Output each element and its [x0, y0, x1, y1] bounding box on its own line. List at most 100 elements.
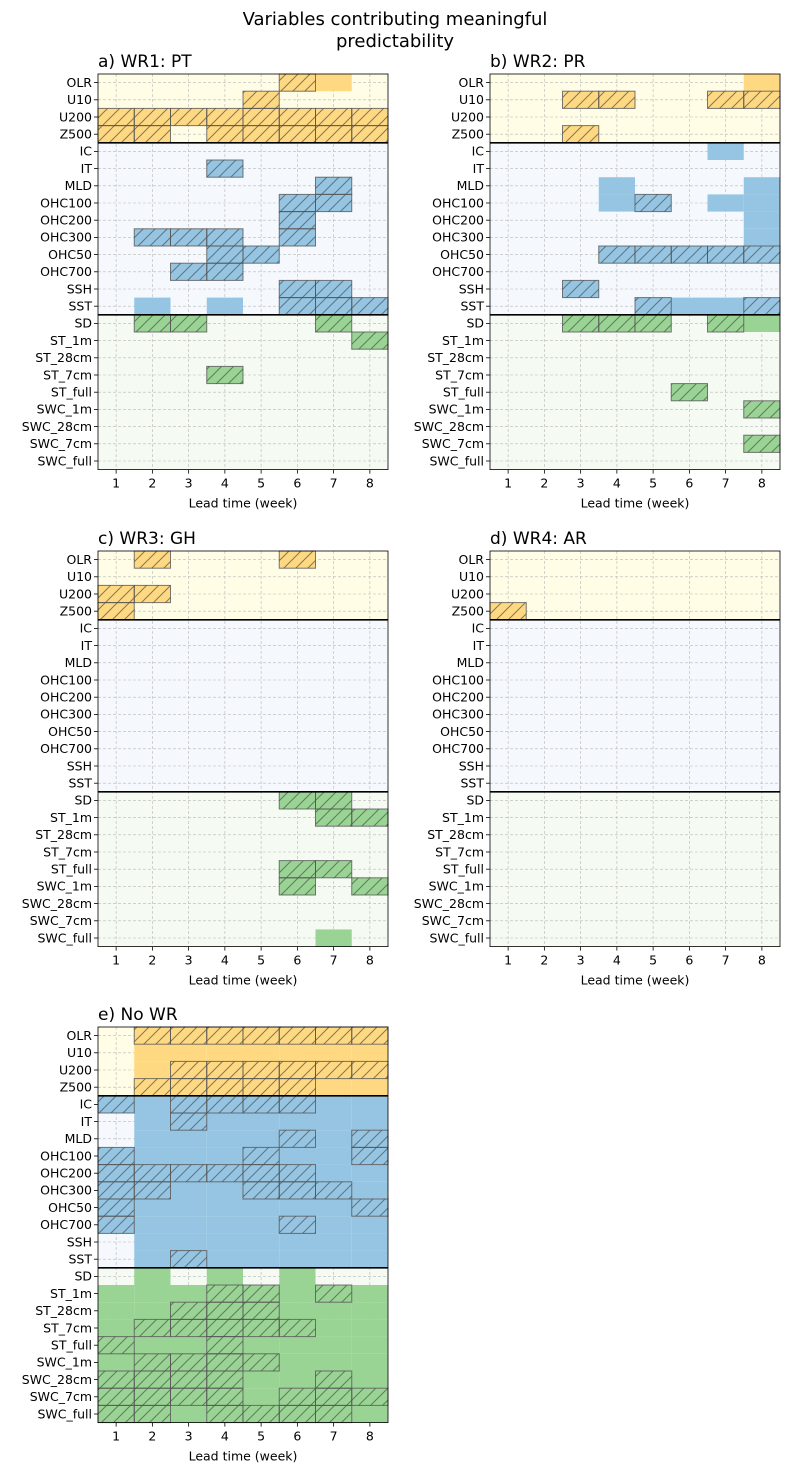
hatch-ST_1m-week-7 — [315, 1284, 353, 1303]
hatch-Z500-week-8 — [351, 125, 389, 144]
hatch-ST_28cm-week-5 — [242, 1301, 280, 1320]
y-tick-label: ST_28cm — [427, 827, 484, 842]
panel-2: b) WR2: PR OLR U10 U200 Z500 IC IT MLD OHC100 OHC… — [414, 52, 781, 511]
y-tick-label: IC — [472, 144, 485, 159]
y-tick-label: OHC700 — [40, 264, 92, 279]
cell-MLD-week-3 — [170, 1130, 207, 1148]
x-axis-label: Lead time (week) — [581, 973, 690, 988]
x-tick-label: 5 — [257, 476, 265, 491]
x-tick-label: 2 — [540, 476, 548, 491]
cell-ST_1m-week-2 — [134, 1285, 171, 1303]
cell-ST_1m-week-8 — [351, 1285, 388, 1303]
y-tick-label: SD — [74, 793, 92, 808]
y-tick-label: SWC_1m — [429, 879, 484, 894]
x-tick-label: 6 — [293, 1429, 301, 1444]
hatch-IC-week-4 — [206, 1095, 244, 1114]
y-tick-label: SST — [68, 776, 92, 791]
hatch-SWC_1m-week-2 — [133, 1353, 171, 1372]
hatch-U200-week-2 — [133, 107, 171, 127]
y-tick-label: OHC200 — [432, 213, 484, 228]
y-tick-label: OHC200 — [40, 1166, 92, 1181]
cell-ST_28cm-week-7 — [315, 1302, 352, 1320]
hatch-SWC_1m-week-4 — [206, 1353, 244, 1372]
y-tick-label: SSH — [67, 281, 92, 296]
hatch-ST_1m-week-7 — [315, 808, 353, 827]
y-tick-label: OLR — [67, 552, 93, 567]
y-tick-label: OHC200 — [432, 690, 484, 705]
y-tick-label: Z500 — [452, 604, 484, 619]
hatch-U10-week-5 — [242, 90, 280, 109]
y-tick-label: OHC50 — [48, 724, 92, 739]
hatch-OLR-week-6 — [278, 1026, 316, 1045]
cell-SSH-week-8 — [351, 1233, 388, 1251]
y-tick-label: ST_7cm — [43, 1320, 92, 1335]
cell-U10-week-3 — [170, 1044, 207, 1062]
hatch-OHC100-week-7 — [315, 193, 353, 213]
y-tick-label: SWC_1m — [37, 1355, 92, 1370]
hatch-OLR-week-6 — [278, 550, 316, 569]
cell-SD-week-8 — [743, 314, 780, 332]
y-tick-label: SSH — [67, 758, 92, 773]
cell-OHC300-week-8 — [351, 1181, 388, 1199]
x-tick-label: 1 — [504, 953, 512, 968]
x-tick-label: 3 — [577, 476, 585, 491]
cell-SSH-week-6 — [279, 1233, 316, 1251]
y-tick-label: ST_full — [51, 385, 92, 400]
hatch-SWC_full-week-7 — [315, 1404, 353, 1424]
hatch-MLD-week-7 — [315, 176, 353, 195]
hatch-OHC300-week-4 — [206, 228, 244, 247]
x-tick-label: 1 — [112, 476, 120, 491]
cell-OLR-week-8 — [743, 74, 780, 92]
cell-OHC100-week-2 — [134, 1147, 171, 1165]
y-tick-label: SWC_28cm — [22, 896, 92, 911]
y-tick-label: OHC100 — [40, 195, 92, 210]
hatch-SWC_7cm-week-8 — [351, 1387, 389, 1406]
y-tick-label: ST_full — [443, 385, 484, 400]
y-tick-label: ST_28cm — [427, 350, 484, 365]
hatch-ST_full-week-6 — [278, 860, 316, 879]
hatch-SD-week-5 — [634, 314, 672, 333]
y-tick-label: SWC_7cm — [30, 436, 92, 451]
hatch-ST_1m-week-5 — [242, 1284, 280, 1303]
cell-SWC_28cm-week-5 — [243, 1371, 280, 1389]
panel-title: b) WR2: PR — [490, 52, 586, 72]
y-tick-label: SWC_full — [37, 930, 92, 945]
hatch-OHC100-week-5 — [634, 193, 672, 213]
hatch-U200-week-2 — [133, 584, 171, 604]
cell-OHC50-week-3 — [170, 1199, 207, 1217]
y-tick-label: IC — [472, 621, 485, 636]
x-tick-label: 2 — [540, 953, 548, 968]
cell-Z500-week-7 — [315, 1078, 352, 1096]
hatch-SSH-week-3 — [562, 279, 600, 299]
x-tick-label: 5 — [257, 953, 265, 968]
y-tick-label: ST_7cm — [435, 844, 484, 859]
cell-SSH-week-4 — [206, 1233, 243, 1251]
hatch-ST_full-week-4 — [206, 1336, 244, 1355]
hatch-SWC_1m-week-3 — [170, 1353, 208, 1372]
cell-SWC_1m-week-6 — [279, 1353, 316, 1371]
hatch-Z500-week-1 — [97, 125, 135, 144]
y-tick-label: ST_1m — [442, 810, 484, 825]
y-tick-label: SST — [68, 299, 92, 314]
x-tick-label: 3 — [577, 953, 585, 968]
hatch-SD-week-7 — [315, 314, 353, 333]
hatch-OHC100-week-1 — [97, 1146, 135, 1166]
ocean-background — [490, 142, 780, 315]
cell-SWC_full-week-8 — [351, 1405, 388, 1423]
x-tick-label: 4 — [221, 953, 229, 968]
y-tick-label: SD — [466, 793, 484, 808]
y-tick-label: SST — [460, 299, 484, 314]
cell-U10-week-7 — [315, 1044, 352, 1062]
hatch-SD-week-3 — [562, 314, 600, 333]
hatch-OHC300-week-6 — [278, 228, 316, 247]
x-axis-label: Lead time (week) — [581, 496, 690, 511]
hatch-SWC_7cm-week-8 — [743, 434, 781, 453]
y-tick-label: SD — [466, 316, 484, 331]
y-tick-label: Z500 — [452, 127, 484, 142]
cell-OHC200-week-7 — [315, 1164, 352, 1182]
cell-OHC700-week-2 — [134, 1216, 171, 1234]
hatch-U10-week-7 — [707, 90, 745, 109]
x-tick-label: 7 — [722, 476, 730, 491]
hatch-SD-week-4 — [598, 314, 636, 333]
y-tick-label: SWC_1m — [37, 879, 92, 894]
